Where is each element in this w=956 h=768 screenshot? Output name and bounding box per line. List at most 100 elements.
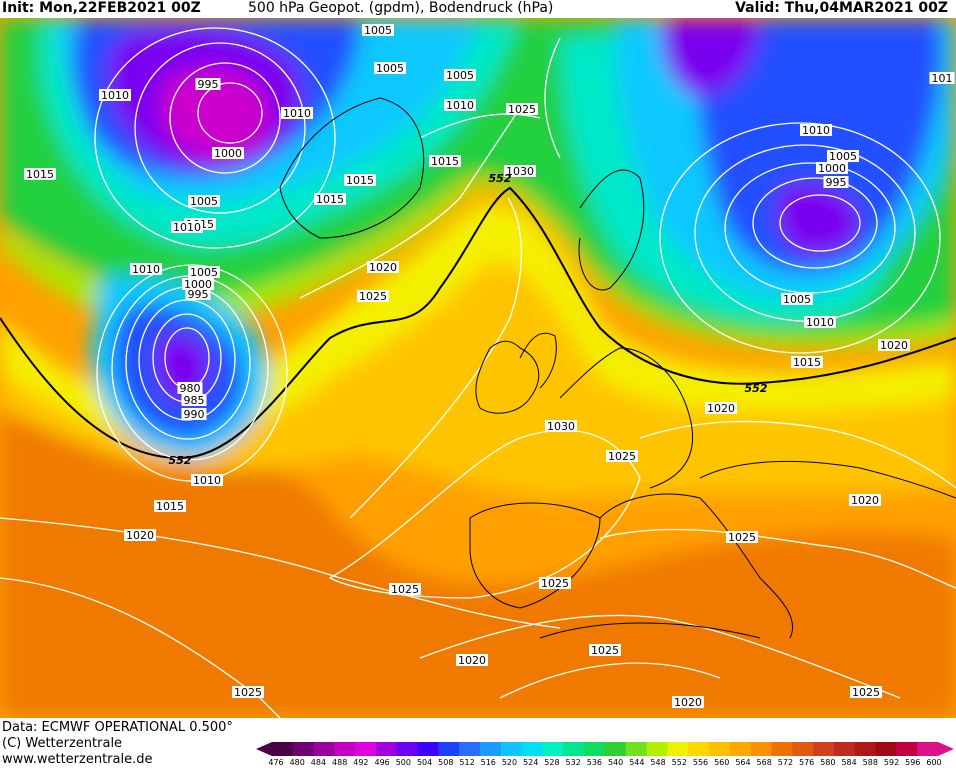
- isobar-label: 1020: [705, 402, 737, 415]
- isobar-label: 1025: [357, 290, 389, 303]
- weather-map: 1005 995 1010 1010 1005 1005 1010 1025 1015 1015 1…: [0, 18, 956, 718]
- svg-text:1025: 1025: [359, 290, 387, 303]
- svg-text:1025: 1025: [852, 686, 880, 699]
- legend-swatch: [750, 742, 772, 756]
- isobar-label: 1025: [726, 531, 758, 544]
- svg-text:1030: 1030: [547, 420, 575, 433]
- legend-swatch: [584, 742, 606, 756]
- isobar-label: 995: [823, 176, 849, 189]
- svg-text:995: 995: [826, 176, 847, 189]
- isobar-label: 1020: [367, 261, 399, 274]
- isobar-label: 1005: [362, 24, 394, 37]
- isobar-label: 1030: [545, 420, 577, 433]
- svg-text:1025: 1025: [728, 531, 756, 544]
- legend-tick-label: 512: [459, 758, 475, 767]
- legend-tick-label: 528: [544, 758, 560, 767]
- color-legend-ticks: 476 480 484 488 492 496 500 504 508 512 516 520 524 5…: [256, 758, 956, 768]
- svg-text:1020: 1020: [126, 529, 154, 542]
- svg-text:1025: 1025: [591, 644, 619, 657]
- legend-tick-label: 552: [671, 758, 687, 767]
- legend-swatch: [542, 742, 564, 756]
- isobar-label: 1005: [188, 266, 220, 279]
- isobar-label: 1010: [444, 99, 476, 112]
- isobar-label: 1010: [281, 107, 313, 120]
- isobar-label: 1025: [539, 577, 571, 590]
- legend-tick-label: 572: [777, 758, 794, 767]
- svg-text:1010: 1010: [802, 124, 830, 137]
- isobar-label: 1005: [374, 62, 406, 75]
- svg-text:1015: 1015: [793, 356, 821, 369]
- svg-text:1025: 1025: [608, 450, 636, 463]
- svg-text:1005: 1005: [190, 266, 218, 279]
- svg-text:1025: 1025: [391, 583, 419, 596]
- svg-text:1010: 1010: [101, 89, 129, 102]
- copyright: (C) Wetterzentrale: [2, 736, 123, 751]
- svg-text:1015: 1015: [431, 155, 459, 168]
- isobar-label: 1025: [232, 686, 264, 699]
- geopotential-552-contour: [0, 186, 956, 460]
- legend-tick-label: 496: [374, 758, 390, 767]
- legend-swatch: [355, 742, 377, 756]
- geopotential-labels: 552 552 552: [169, 172, 768, 467]
- legend-swatch: [854, 742, 877, 756]
- legend-tick-label: 540: [607, 758, 624, 767]
- legend-tick-label: 560: [714, 758, 730, 767]
- svg-text:1025: 1025: [508, 103, 536, 116]
- pressure-labels: 1005 995 1010 1010 1005 1005 1010 1025 1015 1015 1…: [24, 24, 955, 709]
- legend-swatch: [813, 742, 835, 756]
- isobar-label: 1010: [191, 474, 223, 487]
- legend-swatch: [896, 742, 918, 756]
- isobar-label: 1015: [429, 155, 461, 168]
- legend-swatch: [313, 742, 335, 756]
- isobar-label: 1020: [124, 529, 156, 542]
- legend-swatch: [625, 742, 648, 756]
- weather-map-svg: 1005 995 1010 1010 1005 1005 1010 1025 1015 1015 1…: [0, 18, 956, 718]
- legend-tick-label: 564: [735, 758, 751, 767]
- isobar-label: 995: [185, 288, 211, 301]
- isobar-label: 1010: [99, 89, 131, 102]
- legend-swatch: [438, 742, 460, 756]
- legend-swatch: [646, 742, 668, 756]
- svg-text:1010: 1010: [283, 107, 311, 120]
- isobar-label: 1010: [130, 263, 162, 276]
- isobar-label: 1000: [212, 147, 244, 160]
- isobar-label: 1010: [171, 221, 203, 234]
- legend-tick-label: 584: [841, 758, 857, 767]
- svg-text:1010: 1010: [173, 221, 201, 234]
- svg-text:1010: 1010: [446, 99, 474, 112]
- isobar-label: 1025: [506, 103, 538, 116]
- coastlines: [279, 97, 956, 639]
- geopotential-field: [0, 18, 956, 718]
- isobar-label: 995: [195, 78, 221, 91]
- isobar-label: 1015: [24, 168, 56, 181]
- svg-text:101: 101: [932, 72, 953, 85]
- legend-tick-label: 520: [501, 758, 518, 767]
- svg-text:980: 980: [180, 382, 201, 395]
- legend-arrow-left: [256, 742, 272, 756]
- isobar-label: 1025: [606, 450, 638, 463]
- legend-swatch: [771, 742, 793, 756]
- legend-tick-label: 548: [650, 758, 666, 767]
- svg-text:1005: 1005: [364, 24, 392, 37]
- legend-swatch: [833, 742, 856, 756]
- legend-swatch: [917, 742, 939, 756]
- legend-tick-label: 592: [883, 758, 900, 767]
- svg-text:1030: 1030: [506, 165, 534, 178]
- legend-swatch: [688, 742, 710, 756]
- valid-time: Valid: Thu,04MAR2021 00Z: [735, 0, 948, 16]
- svg-text:1020: 1020: [880, 339, 908, 352]
- legend-swatch: [521, 742, 544, 756]
- website-link[interactable]: www.wetterzentrale.de: [2, 752, 153, 767]
- svg-text:995: 995: [198, 78, 219, 91]
- init-time: Init: Mon,22FEB2021 00Z: [2, 0, 201, 16]
- legend-swatch: [729, 742, 752, 756]
- isobar-label: 980: [177, 382, 203, 395]
- legend-tick-label: 476: [268, 758, 284, 767]
- legend-swatch: [709, 742, 731, 756]
- svg-text:1000: 1000: [818, 162, 846, 175]
- isobar-label: 1020: [672, 696, 704, 709]
- svg-text:1000: 1000: [184, 278, 212, 291]
- legend-tick-label: 568: [756, 758, 772, 767]
- geopotential-label: 552: [489, 172, 512, 185]
- legend-tick-label: 600: [926, 758, 942, 767]
